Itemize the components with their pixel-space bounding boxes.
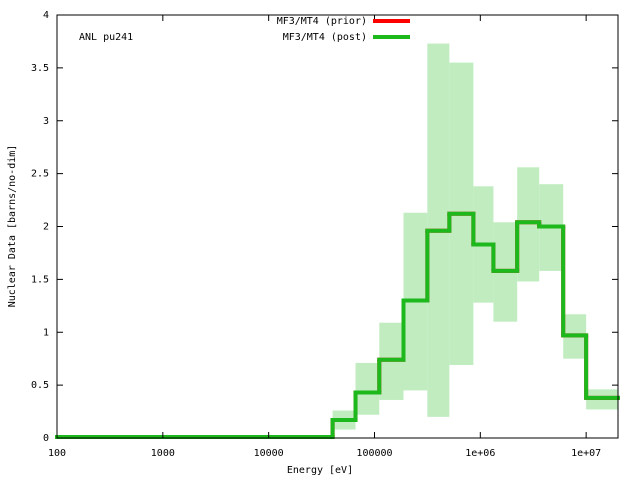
y-tick-label: 0.5 <box>31 380 49 391</box>
y-tick-label: 3 <box>43 116 49 127</box>
y-axis-label: Nuclear Data [barns/no-dim] <box>7 145 18 308</box>
x-tick-label: 100 <box>48 448 66 459</box>
x-tick-label: 100000 <box>356 448 392 459</box>
y-tick-label: 1 <box>43 327 49 338</box>
uncertainty-band <box>517 167 540 282</box>
y-tick-label: 3.5 <box>31 63 49 74</box>
x-tick-label: 1e+06 <box>465 448 495 459</box>
y-tick-label: 4 <box>43 10 49 21</box>
x-tick-label: 1000 <box>151 448 175 459</box>
y-tick-label: 1.5 <box>31 274 49 285</box>
legend-label: MF3/MT4 (post) <box>283 32 367 43</box>
x-tick-label: 1e+07 <box>571 448 601 459</box>
legend-label: MF3/MT4 (prior) <box>277 16 367 27</box>
y-tick-label: 2 <box>43 222 49 233</box>
x-tick-label: 10000 <box>254 448 284 459</box>
annotation: ANL pu241 <box>79 32 133 43</box>
uncertainty-band <box>355 362 380 415</box>
x-axis-label: Energy [eV] <box>287 465 353 476</box>
y-tick-label: 2.5 <box>31 169 49 180</box>
y-tick-label: 0 <box>43 433 49 444</box>
